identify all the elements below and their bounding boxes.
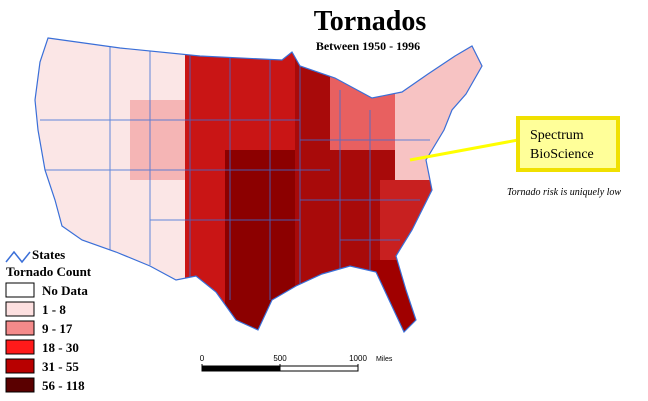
scale-bar-half [202,366,280,371]
callout-box [516,116,620,172]
legend-label: 56 - 118 [42,378,85,393]
scale-unit: Miles [376,356,393,363]
legend-label: 1 - 8 [42,302,66,317]
states-symbol [5,250,31,264]
legend-swatch [5,320,35,336]
callout-text: Spectrum [530,128,584,143]
scale-label: 500 [273,354,287,363]
callout-note: Tornado risk is uniquely low [507,187,621,198]
legend-label: 31 - 55 [42,359,79,374]
legend-label: 9 - 17 [42,321,73,336]
title: Tornados [314,6,427,37]
legend-title: Tornado Count [6,264,92,279]
legend-swatch [5,282,35,298]
legend-label: No Data [42,283,88,298]
callout-text: BioScience [530,147,594,162]
legend-swatch [5,301,35,317]
legend-label: 18 - 30 [42,340,79,355]
scale-label: 1000 [349,354,367,363]
scale-bar: 0 500 1000 Miles [200,354,393,372]
legend-swatch [5,377,35,393]
subtitle: Between 1950 - 1996 [316,39,420,53]
callout-line [409,138,519,162]
legend-swatch [5,358,35,374]
us-outline [34,37,483,334]
legend: No Data 1 - 8 9 - 17 18 - 30 31 - 55 56 - 118 [5,282,88,393]
scale-label: 0 [200,354,205,363]
legend-label: States [32,247,65,262]
legend-swatch [5,339,35,355]
